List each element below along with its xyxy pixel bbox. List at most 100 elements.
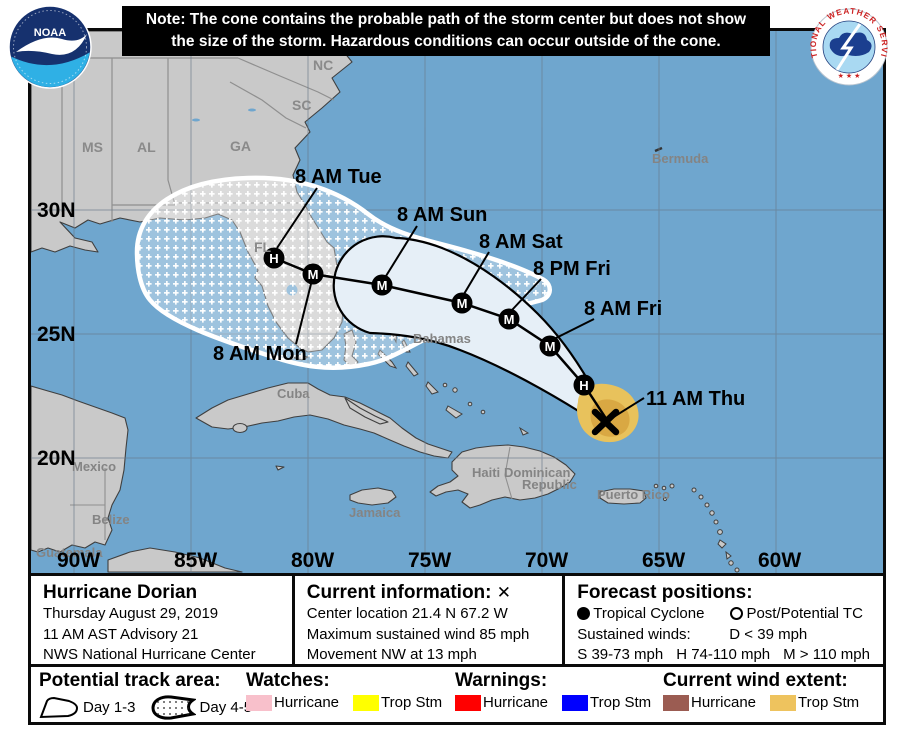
- warn-hurricane-item: Hurricane: [455, 694, 548, 711]
- tropical-cyclone-icon: [577, 607, 591, 620]
- wind-s: S 39-73 mph: [577, 646, 664, 663]
- tropical-cyclone-item: Tropical Cyclone: [577, 604, 704, 625]
- nws-logo: NATIONAL WEATHER SERVICE ★ ★ ★: [806, 1, 888, 91]
- label-fl: FL: [254, 239, 272, 255]
- geo-labels: MS AL GA SC NC FL Mexico Belize Guatemal…: [36, 57, 709, 560]
- sustained-winds-row: Sustained winds: D < 39 mph: [577, 625, 808, 643]
- storm-advisory: 11 AM AST Advisory 21: [43, 625, 199, 643]
- wind-d: D < 39 mph: [729, 625, 808, 643]
- lon-60w: 60W: [758, 549, 801, 572]
- label-mexico: Mexico: [72, 459, 116, 474]
- land-cuba: [195, 382, 453, 459]
- nws-cloud-icon: [829, 32, 872, 57]
- point-sun-east: M: [451, 292, 473, 314]
- wind-extent-title: Current wind extent:: [663, 670, 848, 691]
- legend-panel: Potential track area: Day 1-3 Day 4-5 Wa…: [28, 664, 886, 725]
- point-tue: H: [263, 247, 285, 269]
- label-al: AL: [137, 139, 156, 155]
- point-fri-am: H: [573, 374, 595, 396]
- watches-title: Watches:: [246, 670, 330, 691]
- label-fri-am: 8 AM Fri: [584, 298, 662, 320]
- hurricane-extent-swatch: [663, 694, 689, 711]
- wind-scale-row: S 39-73 mph H 74-110 mph M > 110 mph: [577, 645, 883, 666]
- label-thu: 11 AM Thu: [646, 388, 745, 410]
- post-tc-item: Post/Potential TC: [730, 604, 863, 625]
- storm-info-column: Hurricane Dorian Thursday August 29, 201…: [31, 576, 295, 667]
- label-sun: 8 AM Sun: [397, 204, 487, 226]
- haiti-dr-border: [504, 446, 513, 500]
- trop-stm-watch-swatch: [353, 694, 380, 711]
- point-sun: M: [371, 274, 393, 296]
- label-mon: 8 AM Mon: [213, 343, 307, 365]
- label-nc: NC: [313, 57, 333, 73]
- forecast-points: H M M M M M H: [263, 247, 595, 396]
- noaa-logo: NOAA: [8, 5, 92, 94]
- extent-hurricane-item: Hurricane: [663, 694, 756, 711]
- map-canvas: H M M M M M H 8 AM Tue 8 AM Sun 8 AM Sat…: [31, 31, 883, 573]
- note-line-2: the size of the storm. Hazardous conditi…: [171, 33, 721, 50]
- land-islands: [275, 465, 647, 506]
- label-puerto-rico: Puerto Rico: [597, 487, 670, 502]
- storm-agency: NWS National Hurricane Center: [43, 646, 256, 663]
- cone-day13: [332, 235, 611, 424]
- lon-80w: 80W: [291, 549, 334, 572]
- legend-wind-extent: Current wind extent: Hurricane Trop Stm: [663, 670, 873, 711]
- svg-text:H: H: [269, 251, 278, 266]
- svg-text:M: M: [457, 296, 468, 311]
- label-ms: MS: [82, 139, 103, 155]
- label-tue: 8 AM Tue: [295, 166, 382, 188]
- land-mexico: [31, 385, 243, 573]
- land-hispaniola: [429, 444, 576, 509]
- current-position-x: [591, 408, 620, 436]
- label-republic: Republic: [522, 477, 577, 492]
- lat-25n: 25N: [37, 323, 76, 346]
- current-info-title: Current information: ✕: [306, 582, 512, 603]
- point-mon: M: [302, 263, 324, 285]
- day13-cone-icon: [39, 696, 79, 719]
- axis-labels: 30N 25N 20N 90W 85W 80W 75W 70W 65W 60W: [37, 199, 801, 572]
- legend-watches: Watches: Hurricane Trop Stm: [246, 670, 456, 711]
- forecast-cone-map: H M M M M M H 8 AM Tue 8 AM Sun 8 AM Sat…: [28, 28, 886, 576]
- lat-20n: 20N: [37, 447, 76, 470]
- land-antilles: [653, 483, 740, 573]
- point-fri-pm: M: [539, 335, 561, 357]
- trop-stm-extent-swatch: [770, 694, 797, 711]
- current-location: Center location 21.4 N 67.2 W: [306, 605, 508, 622]
- info-panel: Hurricane Dorian Thursday August 29, 201…: [28, 573, 886, 670]
- note-line-1: Note: The cone contains the probable pat…: [145, 11, 747, 28]
- point-sat: M: [498, 308, 520, 330]
- nws-stars: ★ ★ ★: [838, 72, 861, 80]
- leader-lines: [276, 187, 645, 419]
- central-america-borders: [70, 468, 106, 540]
- current-position-symbol: ✕: [496, 583, 512, 602]
- legend-track-area: Potential track area: Day 1-3 Day 4-5: [39, 670, 266, 720]
- svg-text:M: M: [308, 267, 319, 282]
- label-guatemala: Guatemala: [36, 545, 103, 560]
- lon-90w: 90W: [57, 549, 100, 572]
- label-belize: Belize: [92, 512, 130, 527]
- label-dominican: Dominican: [504, 465, 571, 480]
- day45-cone-icon: [151, 695, 196, 720]
- current-movement: Movement NW at 13 mph: [306, 646, 477, 663]
- forecast-symbols-row: Tropical Cyclone Post/Potential TC: [577, 604, 883, 625]
- post-tc-icon: [730, 607, 744, 620]
- forecast-title: Forecast positions:: [577, 582, 753, 603]
- current-info-column: Current information: ✕ Center location 2…: [295, 576, 566, 667]
- lon-65w: 65W: [642, 549, 685, 572]
- watch-hurricane-item: Hurricane: [246, 694, 339, 711]
- hurricane-warning-swatch: [455, 694, 481, 711]
- trop-stm-warning-swatch: [562, 694, 589, 711]
- label-cuba: Cuba: [277, 386, 310, 401]
- day45-item: Day 4-5: [150, 694, 252, 720]
- label-sat: 8 AM Sat: [479, 231, 563, 253]
- wind-h: H 74-110 mph: [676, 646, 771, 663]
- label-bermuda: Bermuda: [652, 151, 709, 166]
- svg-text:M: M: [545, 339, 556, 354]
- label-sc: SC: [292, 97, 311, 113]
- track-area-title: Potential track area:: [39, 670, 221, 691]
- lat-30n: 30N: [37, 199, 76, 222]
- note-banner: Note: The cone contains the probable pat…: [122, 6, 770, 56]
- extent-trop-item: Trop Stm: [770, 694, 859, 711]
- storm-title: Hurricane Dorian: [43, 582, 198, 603]
